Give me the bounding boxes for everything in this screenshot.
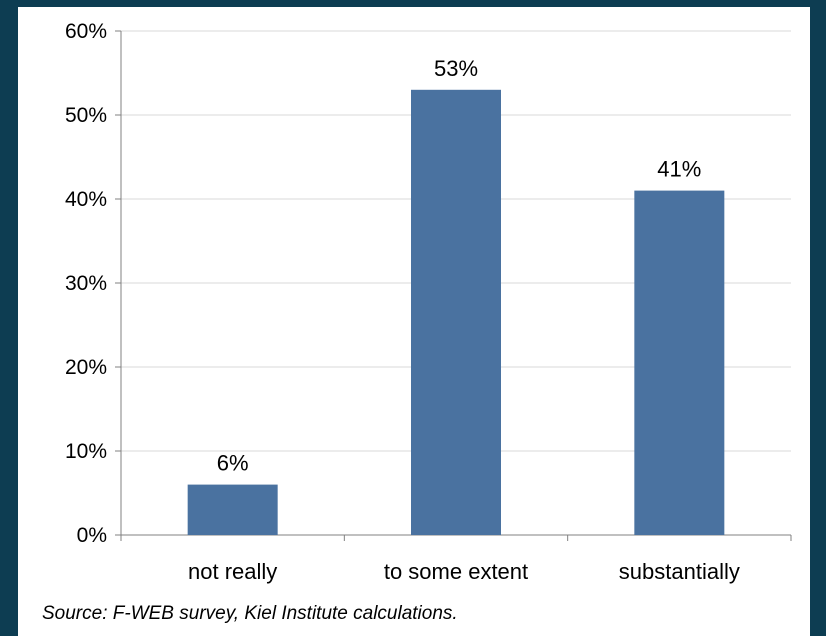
data-label: 41% xyxy=(657,157,701,182)
data-label: 6% xyxy=(217,451,249,476)
y-tick-label: 40% xyxy=(65,188,107,211)
y-tick-label: 20% xyxy=(65,356,107,379)
y-tick-label: 0% xyxy=(77,524,107,547)
category-label: to some extent xyxy=(384,559,528,584)
bar xyxy=(187,484,278,535)
labels: 0% 10% 20% 30% 40% 50% 60% 6% not really 53% to so… xyxy=(65,20,740,584)
bar xyxy=(634,190,725,535)
bar-chart: 0% 10% 20% 30% 40% 50% 60% 6% not really 53% to so… xyxy=(65,20,792,584)
category-label: not really xyxy=(188,559,277,584)
bar xyxy=(411,89,501,536)
chart-panel: 0% 10% 20% 30% 40% 50% 60% 6% not really 53% to so… xyxy=(18,7,810,636)
y-tick-label: 50% xyxy=(65,104,107,127)
bars xyxy=(187,89,725,536)
category-label: substantially xyxy=(619,559,740,584)
source-note: Source: F-WEB survey, Kiel Institute cal… xyxy=(42,603,458,624)
y-tick-label: 30% xyxy=(65,272,107,295)
y-tick-label: 10% xyxy=(65,440,107,463)
y-tick-label: 60% xyxy=(65,20,107,43)
data-label: 53% xyxy=(434,56,478,81)
